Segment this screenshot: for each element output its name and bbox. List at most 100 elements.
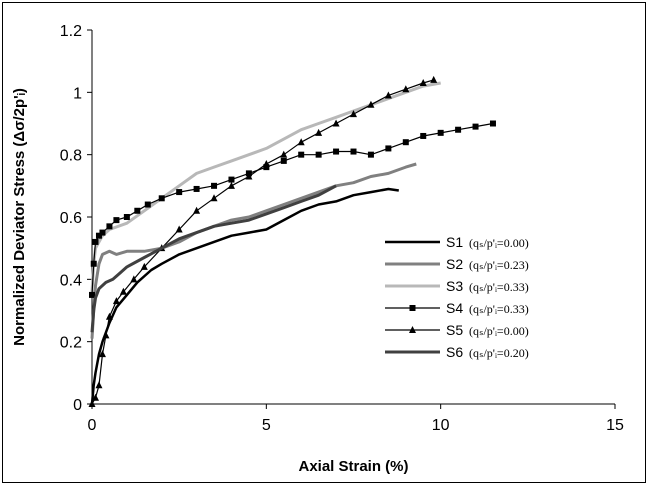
y-tick-label: 1: [73, 85, 82, 102]
data-point: [89, 291, 95, 298]
data-point: [245, 172, 253, 180]
x-ticks: 0 5 10 15: [88, 404, 624, 434]
series-line: [90, 184, 337, 333]
data-point: [472, 123, 479, 130]
data-point: [385, 145, 392, 152]
series-layer: [88, 75, 496, 407]
data-point: [98, 350, 106, 358]
data-point: [350, 148, 357, 155]
data-point: [91, 393, 99, 401]
data-point: [367, 151, 374, 158]
data-point: [175, 225, 183, 233]
series-line: [91, 79, 434, 405]
series-line: [90, 81, 441, 292]
data-point: [420, 132, 427, 139]
axes: 0 5 10 15 0 0.2 0.4 0.6 0.8 1 1.2: [60, 23, 624, 434]
x-tick-label: 5: [262, 417, 271, 434]
series-s1: [90, 187, 399, 405]
series-s4: [89, 120, 496, 298]
data-point: [140, 262, 148, 270]
data-point: [158, 195, 165, 202]
data-point: [92, 238, 99, 245]
data-point: [95, 381, 103, 389]
data-point: [176, 189, 183, 196]
legend: S1 (qₛ/p'ᵢ=0.00) S2 (qₛ/p'ᵢ=0.23) S3 (qₛ/p'ᵢ=…: [385, 234, 529, 360]
legend-condition: (qₛ/p'ᵢ=0.00): [469, 236, 529, 250]
series-line: [90, 162, 417, 339]
legend-marker: [409, 326, 416, 333]
legend-label: S4: [446, 300, 463, 316]
data-point: [113, 217, 120, 224]
legend-label: S3: [446, 278, 463, 294]
data-point: [112, 297, 120, 305]
data-point: [262, 160, 270, 168]
data-point: [144, 201, 151, 208]
y-tick-label: 0.8: [60, 148, 82, 165]
data-point: [384, 91, 392, 99]
data-point: [333, 148, 340, 155]
legend-condition: (qₛ/p'ᵢ=0.33): [469, 302, 529, 316]
y-tick-label: 0.6: [60, 210, 82, 227]
y-ticks: 0 0.2 0.4 0.6 0.8 1 1.2: [60, 23, 92, 414]
data-point: [367, 100, 375, 108]
data-point: [280, 150, 288, 158]
data-point: [134, 207, 141, 214]
data-point: [193, 206, 201, 214]
data-point: [228, 176, 235, 183]
data-point: [402, 85, 410, 93]
series-line: [90, 187, 399, 405]
legend-condition: (qₛ/p'ᵢ=0.33): [469, 280, 529, 294]
data-point: [430, 75, 438, 83]
data-point: [119, 287, 127, 295]
y-axis-title: Normalized Deviator Stress (Δσ/2p'ᵢ): [11, 88, 28, 346]
data-point: [297, 138, 305, 146]
legend-label: S1: [446, 234, 463, 250]
series-s3: [90, 81, 441, 292]
series-s2: [90, 162, 417, 339]
series-s5: [88, 75, 438, 407]
data-point: [106, 223, 113, 230]
data-point: [315, 151, 322, 158]
data-point: [402, 139, 409, 146]
data-point: [211, 182, 218, 189]
data-point: [95, 232, 102, 239]
legend-label: S6: [446, 344, 463, 360]
legend-label: S5: [446, 322, 463, 338]
legend-condition: (qₛ/p'ᵢ=0.20): [469, 346, 529, 360]
legend-item-s3: S3 (qₛ/p'ᵢ=0.33): [385, 278, 529, 294]
legend-condition: (qₛ/p'ᵢ=0.00): [469, 324, 529, 338]
data-point: [298, 151, 305, 158]
data-point: [280, 157, 287, 164]
data-point: [130, 275, 138, 283]
data-point: [99, 229, 106, 236]
legend-item-s2: S2 (qₛ/p'ᵢ=0.23): [385, 256, 529, 272]
legend-item-s6: S6 (qₛ/p'ᵢ=0.20): [385, 344, 529, 360]
data-point: [210, 194, 218, 202]
data-point: [455, 126, 462, 133]
x-tick-label: 15: [606, 417, 624, 434]
data-point: [263, 164, 270, 171]
legend-item-s1: S1 (qₛ/p'ᵢ=0.00): [385, 234, 529, 250]
data-point: [419, 78, 427, 86]
data-point: [193, 185, 200, 192]
y-tick-label: 0.4: [60, 272, 82, 289]
data-point: [489, 120, 496, 127]
data-point: [90, 260, 97, 267]
legend-item-s4: S4 (qₛ/p'ᵢ=0.33): [385, 300, 529, 316]
data-point: [88, 400, 96, 407]
data-point: [315, 128, 323, 136]
data-point: [437, 129, 444, 136]
x-axis-title: Axial Strain (%): [298, 458, 408, 475]
legend-item-s5: S5 (qₛ/p'ᵢ=0.00): [385, 322, 529, 338]
y-tick-label: 0: [73, 397, 82, 414]
y-tick-label: 1.2: [60, 23, 82, 40]
y-tick-label: 0.2: [60, 335, 82, 352]
data-point: [102, 331, 110, 339]
legend-label: S2: [446, 256, 463, 272]
chart-frame: [2, 2, 646, 483]
x-tick-label: 10: [432, 417, 450, 434]
data-point: [123, 214, 130, 220]
data-point: [227, 181, 235, 189]
data-point: [105, 312, 113, 320]
